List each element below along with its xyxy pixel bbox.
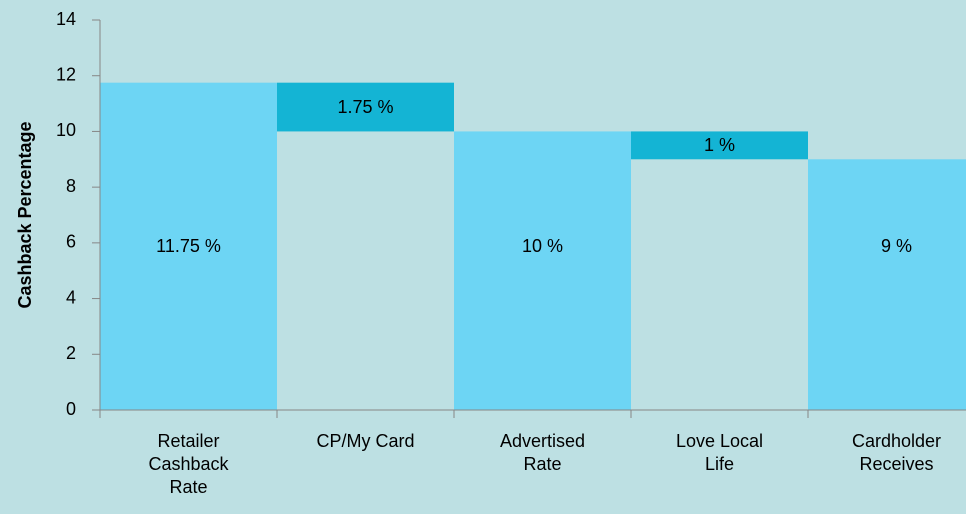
value-label: 9 % [881, 236, 912, 256]
x-tick-label: Retailer Cashback Rate [148, 431, 229, 497]
value-label: 10 % [522, 236, 563, 256]
y-tick-label: 8 [66, 176, 76, 196]
bar [808, 159, 966, 410]
bar [277, 82, 454, 132]
bar [454, 131, 631, 410]
y-tick-label: 0 [66, 399, 76, 419]
y-tick-label: 14 [56, 9, 76, 29]
bar [100, 82, 277, 410]
y-tick-label: 12 [56, 64, 76, 84]
value-label: 1.75 % [337, 97, 393, 117]
x-tick-label: Cardholder Receives [851, 431, 942, 474]
x-tick-label: Advertised Rate [499, 431, 586, 474]
bar [631, 131, 808, 160]
y-tick-label: 4 [66, 287, 76, 307]
y-tick-label: 6 [66, 232, 76, 252]
x-tick-label: Love Local Life [675, 431, 764, 474]
value-label: 11.75 % [156, 236, 221, 256]
value-label: 1 % [704, 135, 735, 155]
y-tick-label: 2 [66, 343, 76, 363]
y-tick-label: 10 [56, 120, 76, 140]
y-axis-title: Cashback Percentage [15, 121, 35, 308]
x-tick-label: CP/My Card [316, 431, 415, 451]
